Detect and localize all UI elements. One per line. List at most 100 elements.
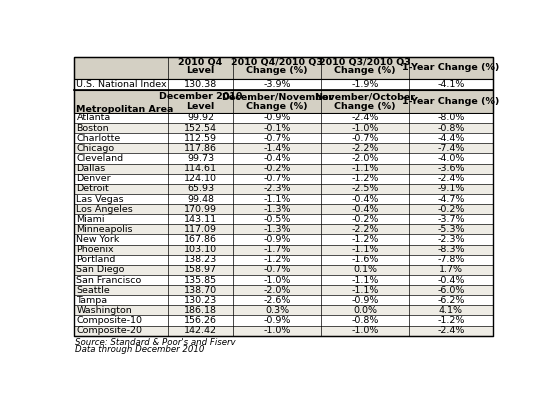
Text: Seattle: Seattle [76, 286, 110, 295]
Bar [74, 123, 493, 133]
Text: -0.4%: -0.4% [351, 194, 379, 203]
Text: Minneapolis: Minneapolis [76, 225, 133, 234]
Text: Washington: Washington [76, 306, 132, 315]
Bar [74, 174, 493, 184]
Text: -0.4%: -0.4% [437, 275, 465, 284]
Text: Change (%): Change (%) [334, 102, 396, 111]
Text: -0.9%: -0.9% [263, 235, 291, 244]
Bar [74, 275, 493, 285]
Text: -0.4%: -0.4% [263, 154, 291, 163]
Text: Change (%): Change (%) [246, 66, 308, 75]
Text: Chicago: Chicago [76, 144, 114, 153]
Text: 158.97: 158.97 [184, 266, 217, 275]
Bar [74, 79, 493, 90]
Text: 4.1%: 4.1% [439, 306, 463, 315]
Text: Tampa: Tampa [76, 296, 108, 305]
Text: 130.38: 130.38 [184, 80, 217, 89]
Text: -1.1%: -1.1% [351, 164, 379, 173]
Text: -2.3%: -2.3% [263, 185, 291, 194]
Text: Charlotte: Charlotte [76, 134, 120, 143]
Text: U.S. National Index: U.S. National Index [76, 80, 167, 89]
Text: 138.23: 138.23 [184, 255, 217, 264]
Text: 135.85: 135.85 [184, 275, 217, 284]
Text: -4.1%: -4.1% [437, 80, 465, 89]
Text: 2010 Q4/2010 Q3: 2010 Q4/2010 Q3 [231, 58, 323, 67]
Text: Level: Level [186, 102, 214, 111]
Bar [74, 265, 493, 275]
Text: -2.2%: -2.2% [351, 144, 379, 153]
Text: -1.2%: -1.2% [351, 174, 379, 183]
Text: -0.4%: -0.4% [351, 205, 379, 214]
Text: -2.4%: -2.4% [437, 174, 465, 183]
Text: -2.0%: -2.0% [351, 154, 379, 163]
Text: 0.3%: 0.3% [265, 306, 289, 315]
Text: -0.5%: -0.5% [263, 215, 291, 224]
Bar [74, 57, 493, 336]
Text: 2010 Q3/2010 Q3: 2010 Q3/2010 Q3 [319, 58, 411, 67]
Text: 1-Year Change (%): 1-Year Change (%) [402, 97, 499, 106]
Text: San Diego: San Diego [76, 266, 125, 275]
Text: 0.0%: 0.0% [353, 306, 377, 315]
Text: Composite-20: Composite-20 [76, 326, 142, 335]
Text: 142.42: 142.42 [184, 326, 217, 335]
Text: Composite-10: Composite-10 [76, 316, 142, 325]
Text: December/November: December/November [221, 92, 333, 101]
Text: -1.9%: -1.9% [351, 80, 379, 89]
Text: -1.0%: -1.0% [351, 124, 379, 133]
Text: -1.2%: -1.2% [437, 316, 465, 325]
Text: -1.1%: -1.1% [351, 275, 379, 284]
Text: -5.3%: -5.3% [437, 225, 465, 234]
Text: -0.7%: -0.7% [263, 134, 291, 143]
Text: -8.0%: -8.0% [437, 113, 465, 122]
Text: Boston: Boston [76, 124, 109, 133]
Text: 99.73: 99.73 [187, 154, 214, 163]
Text: -2.6%: -2.6% [263, 296, 291, 305]
Text: -0.1%: -0.1% [263, 124, 291, 133]
Text: -0.7%: -0.7% [263, 266, 291, 275]
Text: 1.7%: 1.7% [439, 266, 463, 275]
Bar [74, 113, 493, 123]
Bar [74, 133, 493, 143]
Text: Los Angeles: Los Angeles [76, 205, 133, 214]
Text: Atlanta: Atlanta [76, 113, 111, 122]
Text: -0.2%: -0.2% [437, 205, 465, 214]
Text: -8.3%: -8.3% [437, 245, 465, 254]
Text: -2.2%: -2.2% [351, 225, 379, 234]
Bar [74, 224, 493, 234]
Text: -1.0%: -1.0% [263, 275, 291, 284]
Bar [74, 153, 493, 164]
Text: New York: New York [76, 235, 120, 244]
Text: -1.2%: -1.2% [351, 235, 379, 244]
Text: 0.1%: 0.1% [353, 266, 377, 275]
Bar [74, 194, 493, 204]
Text: 152.54: 152.54 [184, 124, 217, 133]
Text: 114.61: 114.61 [184, 164, 217, 173]
Text: -0.9%: -0.9% [263, 113, 291, 122]
Text: -3.9%: -3.9% [263, 80, 291, 89]
Text: Level: Level [186, 66, 214, 75]
Text: -4.0%: -4.0% [437, 154, 465, 163]
Text: December 2010: December 2010 [159, 92, 243, 101]
Text: Change (%): Change (%) [246, 102, 308, 111]
Text: -3.6%: -3.6% [437, 164, 465, 173]
Text: Detroit: Detroit [76, 185, 109, 194]
Text: Las Vegas: Las Vegas [76, 194, 124, 203]
Text: Cleveland: Cleveland [76, 154, 124, 163]
Text: -1.6%: -1.6% [351, 255, 379, 264]
Text: Data through December 2010: Data through December 2010 [75, 344, 204, 353]
Text: -9.1%: -9.1% [437, 185, 465, 194]
Text: Portland: Portland [76, 255, 116, 264]
Text: 117.09: 117.09 [184, 225, 217, 234]
Text: -0.8%: -0.8% [437, 124, 465, 133]
Bar [74, 57, 493, 79]
Text: -6.2%: -6.2% [437, 296, 465, 305]
Bar [74, 204, 493, 214]
Text: -0.7%: -0.7% [263, 174, 291, 183]
Bar [74, 184, 493, 194]
Bar [74, 305, 493, 316]
Bar [74, 316, 493, 326]
Bar [74, 90, 493, 113]
Bar [74, 245, 493, 255]
Bar [74, 255, 493, 265]
Text: Phoenix: Phoenix [76, 245, 114, 254]
